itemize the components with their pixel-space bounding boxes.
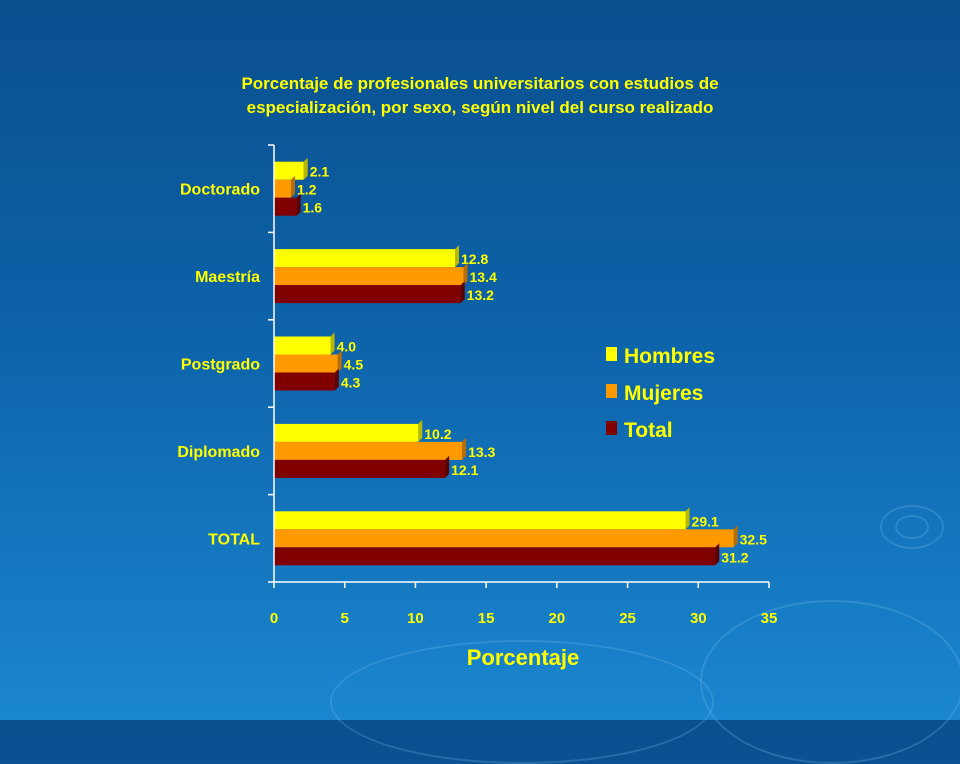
data-label: 1.6 [303,200,323,216]
bar-side-mujeres [733,525,738,548]
data-label: 4.0 [337,339,357,355]
chart-title-line-1: Porcentaje de profesionales universitari… [241,74,719,93]
x-tick-label: 0 [270,610,278,627]
data-label: 4.3 [341,375,361,391]
legend: Hombres Mujeres Total [606,345,715,442]
bar-total [274,372,335,391]
bar-side-total [296,193,301,216]
bar-side-total [715,543,720,566]
bar-mujeres [274,179,291,198]
legend-label-total: Total [624,419,673,442]
legend-swatch-total [606,421,617,435]
bar-chart: 2.1 1.2 1.6 12.8 13.4 13.2 4.0 4.5 4.3 10.2 13.3 12… [177,144,778,670]
bar-side-total [460,281,465,304]
bar-side-hombres [303,157,308,180]
bar-side-hombres [685,507,690,530]
ripple-decoration [895,515,929,539]
bar-side-mujeres [337,350,342,373]
bar-total [274,197,297,216]
bar-total [274,285,461,304]
data-label: 1.2 [297,182,317,198]
chart-title-line-2: especialización, por sexo, según nivel d… [246,98,714,117]
bar-hombres [274,161,304,180]
data-label: 12.1 [451,462,478,478]
x-tick-label: 20 [549,610,566,627]
data-label: 13.2 [467,287,494,303]
bar-hombres [274,249,456,268]
axis-layer: Doctorado Maestría Postgrado Diplomado TOTAL… [177,144,778,627]
bar-hombres [274,423,419,442]
x-tick-label: 5 [341,610,349,627]
x-axis-title: Porcentaje [467,645,580,670]
bar-mujeres [274,267,464,286]
data-label: 2.1 [310,164,330,180]
x-tick-label: 15 [478,610,495,627]
data-label: 29.1 [692,513,719,529]
x-tick-label: 25 [619,610,636,627]
bar-total [274,547,716,566]
y-tick-label: Maestría [195,269,260,286]
bar-hombres [274,511,686,530]
x-tick-label: 30 [690,610,707,627]
bar-side-hombres [330,332,335,355]
bars-layer: 2.1 1.2 1.6 12.8 13.4 13.2 4.0 4.5 4.3 10.2 13.3 12… [274,157,767,566]
bar-side-total [445,455,450,478]
data-label: 10.2 [424,426,451,442]
bar-mujeres [274,354,338,373]
y-tick-label: TOTAL [208,531,260,548]
bar-side-hombres [455,245,460,268]
legend-swatch-mujeres [606,384,617,398]
data-label: 31.2 [721,549,748,565]
data-label: 13.3 [468,444,495,460]
data-label: 4.5 [344,357,364,373]
y-tick-label: Doctorado [180,182,260,199]
bar-side-mujeres [462,437,467,460]
data-label: 12.8 [461,251,488,267]
bar-total [274,459,446,478]
legend-swatch-hombres [606,347,617,361]
x-tick-label: 35 [761,610,778,627]
y-tick-label: Postgrado [181,357,260,374]
x-tick-label: 10 [407,610,424,627]
data-label: 13.4 [470,269,497,285]
y-tick-label: Diplomado [177,444,260,461]
chart-title: Porcentaje de profesionales universitari… [130,72,830,120]
ripple-decoration [880,505,944,549]
data-label: 32.5 [740,531,767,547]
bar-side-mujeres [463,263,468,286]
bar-side-hombres [418,419,423,442]
bar-hombres [274,336,331,355]
legend-label-mujeres: Mujeres [624,382,703,405]
bar-mujeres [274,441,463,460]
bar-side-mujeres [290,175,295,198]
bar-side-total [334,368,339,391]
bar-mujeres [274,529,734,548]
legend-label-hombres: Hombres [624,345,715,368]
